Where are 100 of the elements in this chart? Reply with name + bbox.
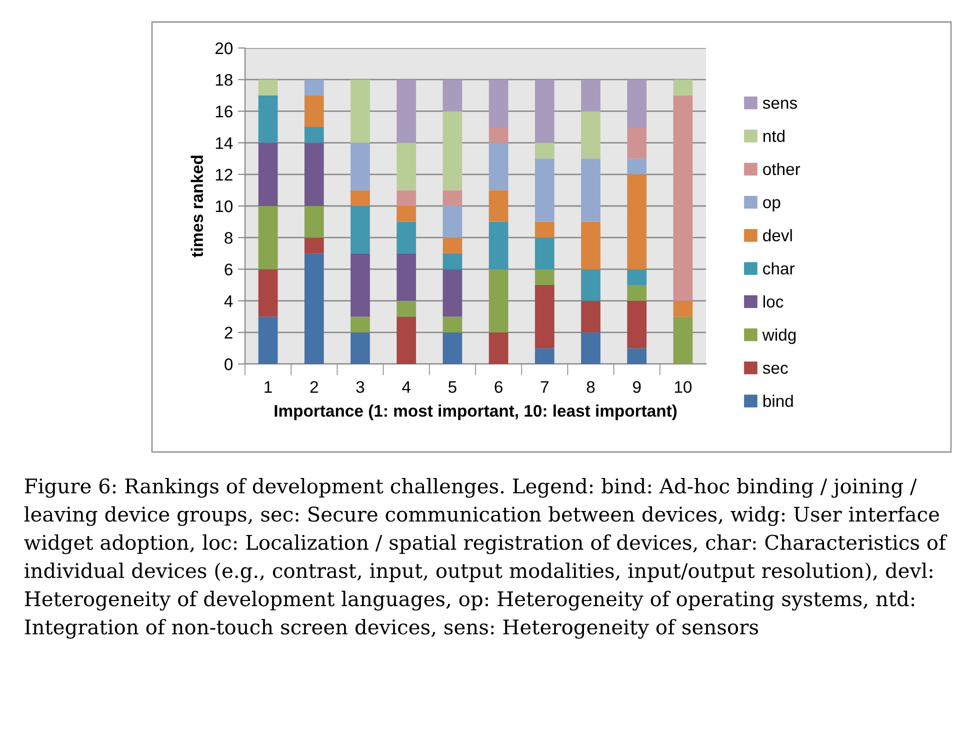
bar [396, 253, 416, 301]
bar [534, 348, 554, 364]
caption: Figure 6: Rankings of development challenges. Legend: bind: Ad-hoc binding / joining / leaving device groups, sec: Secure communication between devices, widg: User interface widget adoption, loc: Localization / spatial registration of devices, char: Characteristics of individual devices (e.g., contrast, input, output modalities, input/output resolution), devl: Heterogeneity of development languages, op: Heterogeneity of operating systems, ntd: Integration of non-touch screen devices, sens: Heterogeneity of sensors [24, 478, 948, 639]
bar [304, 142, 324, 206]
y-tick-label: 18 [216, 74, 232, 86]
bar [350, 190, 370, 206]
bar [304, 95, 324, 127]
bar [488, 269, 508, 332]
bar [442, 190, 462, 206]
bar [627, 348, 647, 364]
bar [534, 285, 554, 348]
y-tick-label: 20 [215, 42, 233, 54]
bar [396, 222, 416, 254]
bar [396, 80, 416, 143]
bar [581, 269, 600, 301]
bar [442, 332, 462, 364]
x-tick-label: 9 [632, 381, 641, 393]
bar [534, 80, 554, 143]
bar [673, 95, 693, 301]
bar [350, 253, 370, 317]
bar [396, 206, 416, 222]
bar [627, 174, 647, 270]
bar [488, 80, 508, 127]
bar [442, 80, 462, 112]
legend-label: devl [763, 229, 792, 242]
legend-label: bind [763, 394, 793, 407]
bar [488, 190, 508, 222]
legend-label: loc [764, 295, 784, 308]
x-tick-label: 6 [494, 381, 502, 393]
legend-label: ntd [763, 130, 784, 142]
bar [258, 316, 278, 364]
x-tick-label: 3 [356, 381, 364, 393]
legend-label: sens [762, 100, 797, 109]
x-tick-label: 4 [402, 381, 410, 393]
bar [673, 316, 693, 364]
bar [442, 253, 462, 270]
bar [304, 80, 324, 96]
x-tick-label: 10 [674, 381, 692, 393]
bar [581, 158, 600, 222]
bar [488, 332, 508, 364]
bar [442, 206, 462, 238]
y-tick-label: 6 [224, 264, 232, 276]
bar [488, 127, 508, 143]
bar [581, 111, 600, 159]
bar [258, 80, 278, 96]
bar [627, 158, 647, 174]
bar [627, 127, 647, 159]
bar [304, 238, 324, 254]
bar [304, 253, 324, 364]
bar [350, 206, 370, 254]
bar [673, 300, 693, 317]
bar [258, 269, 278, 317]
bar [581, 80, 600, 112]
bar [396, 300, 416, 317]
bar [396, 316, 416, 364]
bar [350, 80, 370, 143]
bar [673, 80, 693, 96]
y-tick-label: 10 [216, 200, 233, 212]
x-tick-label: 1 [264, 381, 272, 393]
bar [350, 316, 370, 332]
bar [442, 316, 462, 332]
bar [442, 269, 462, 317]
bar [534, 269, 554, 285]
bar [350, 142, 370, 190]
x-axis-title: Importance (1: most important, 10: least important) [274, 404, 677, 420]
bar [258, 206, 278, 270]
bar [396, 190, 416, 206]
y-tick-label: 8 [224, 232, 232, 244]
x-tick-label: 7 [540, 381, 548, 393]
bar [304, 206, 324, 238]
bar [534, 142, 554, 159]
y-tick-label: 4 [224, 295, 233, 307]
bar [627, 285, 647, 301]
bar [350, 332, 370, 364]
y-tick-label: 0 [224, 358, 233, 370]
bar [581, 300, 600, 332]
bar [442, 111, 462, 190]
bar [396, 142, 416, 190]
bar [627, 269, 647, 285]
bar [534, 238, 554, 270]
legend-label: sec [762, 364, 788, 374]
y-tick-label: 2 [224, 326, 232, 338]
legend-label: op [763, 199, 780, 212]
x-tick-label: 8 [586, 381, 595, 393]
x-tick-label: 2 [310, 381, 318, 393]
bar [304, 127, 324, 143]
bar [581, 222, 600, 270]
y-tick-label: 16 [216, 106, 232, 118]
y-tick-label: 12 [216, 168, 232, 180]
bar [534, 222, 554, 238]
bar [534, 158, 554, 222]
bar [442, 238, 462, 254]
bar [488, 142, 508, 190]
legend-label: widg [762, 328, 796, 344]
x-tick-label: 5 [448, 381, 456, 393]
bar [627, 80, 647, 127]
bar [258, 95, 278, 143]
bar [627, 300, 647, 348]
y-axis-title: times ranked [190, 156, 204, 258]
bar [581, 332, 600, 364]
